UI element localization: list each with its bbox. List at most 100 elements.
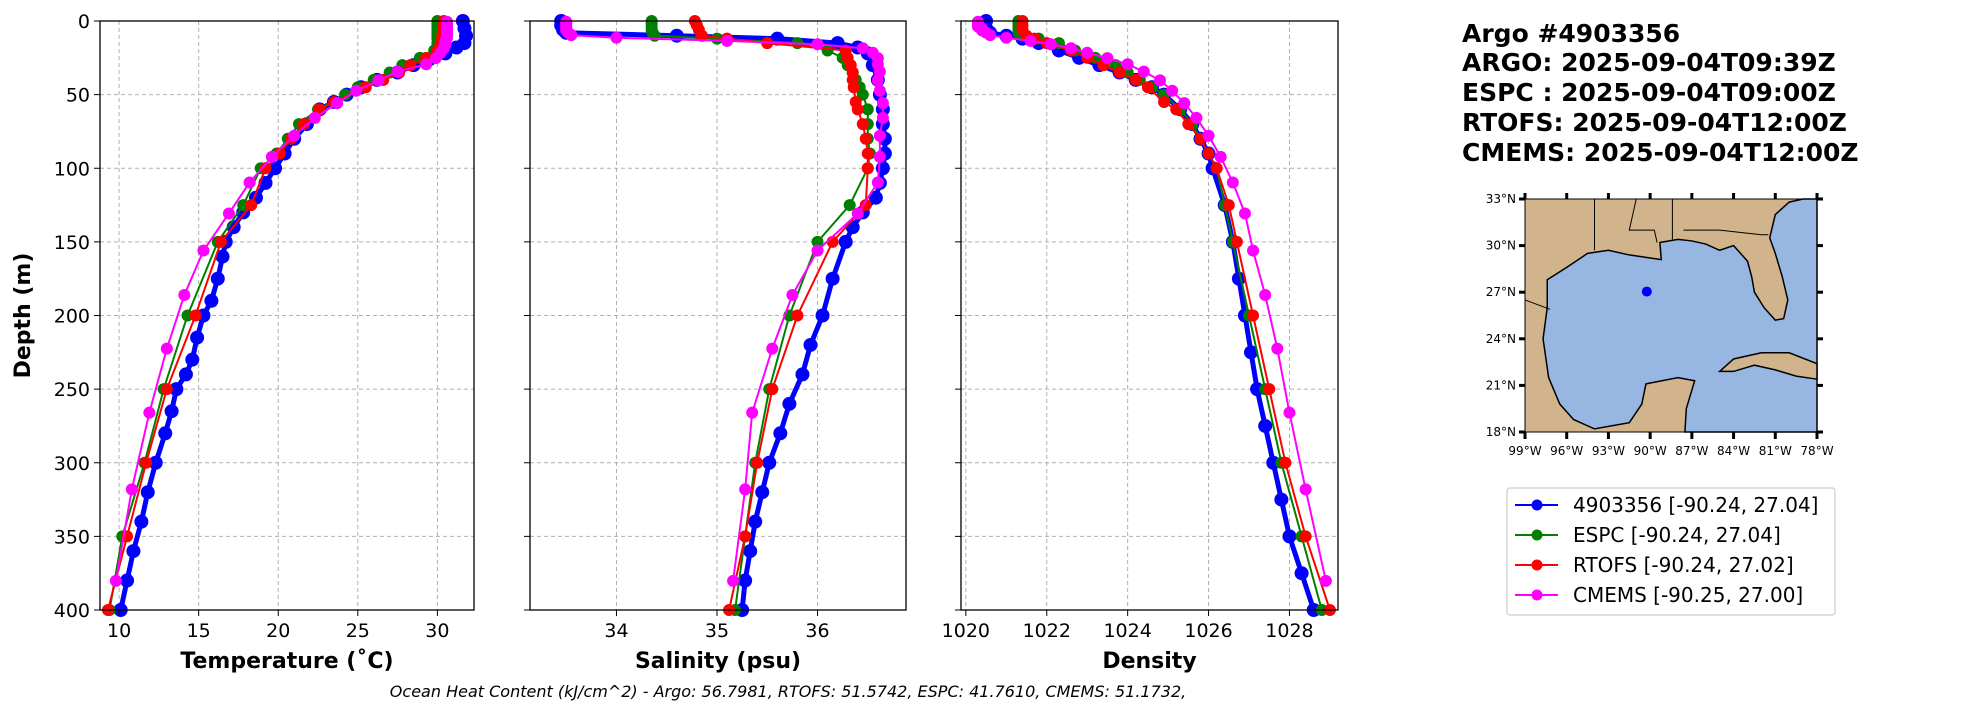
- y-tick-label: 150: [54, 232, 90, 254]
- x-tick-label: 34: [604, 620, 628, 642]
- data-point-rtofs: [856, 118, 869, 131]
- data-point-rtofs: [1279, 456, 1292, 469]
- data-point-rtofs: [1263, 383, 1276, 396]
- data-point-4903356: [178, 367, 193, 382]
- data-point-cmems: [739, 483, 752, 496]
- x-tick-label: 25: [346, 620, 370, 642]
- data-point-rtofs: [791, 309, 804, 322]
- data-point-cmems: [143, 406, 156, 419]
- series-line-cmems: [976, 21, 1327, 582]
- title-rtofs-time: RTOFS: 2025-09-04T12:00Z: [1462, 108, 1847, 137]
- data-point-4903356: [204, 293, 219, 308]
- x-tick-label: 1020: [942, 620, 990, 642]
- data-point-cmems: [1283, 406, 1296, 419]
- data-point-4903356: [185, 352, 200, 367]
- data-point-4903356: [748, 514, 763, 529]
- data-point-4903356: [773, 426, 788, 441]
- data-point-rtofs: [259, 162, 272, 175]
- data-point-cmems: [610, 31, 623, 44]
- data-point-cmems: [727, 574, 740, 587]
- legend-label: RTOFS [-90.24, 27.02]: [1573, 553, 1794, 577]
- data-point-cmems: [160, 342, 173, 355]
- map-lat-label: 30°N: [1486, 239, 1516, 253]
- data-point-4903356: [743, 544, 758, 559]
- data-point-rtofs: [859, 132, 872, 145]
- data-point-cmems: [350, 84, 363, 97]
- data-point-cmems: [1166, 84, 1179, 97]
- state-border: [1524, 299, 1551, 310]
- data-point-4903356: [738, 573, 753, 588]
- data-point-cmems: [766, 342, 779, 355]
- data-point-cmems: [1044, 38, 1057, 51]
- data-point-4903356: [164, 404, 179, 419]
- data-point-cmems: [721, 34, 734, 47]
- data-point-cmems: [1190, 111, 1203, 124]
- data-point-cmems: [871, 74, 884, 87]
- data-point-cmems: [876, 111, 889, 124]
- data-point-rtofs: [861, 147, 874, 160]
- data-point-cmems: [391, 65, 404, 78]
- depth-axis-label: Depth (m): [11, 253, 36, 379]
- data-point-rtofs: [1129, 73, 1142, 86]
- map-lon-label: 96°W: [1550, 444, 1583, 458]
- data-point-cmems: [873, 150, 886, 163]
- data-point-rtofs: [847, 81, 860, 94]
- data-point-4903356: [1282, 529, 1297, 544]
- data-point-rtofs: [1230, 235, 1243, 248]
- data-point-cmems: [1238, 207, 1251, 220]
- data-point-cmems: [265, 150, 278, 163]
- data-point-4903356: [795, 367, 810, 382]
- data-point-4903356: [755, 485, 770, 500]
- data-point-cmems: [811, 38, 824, 51]
- data-point-cmems: [1319, 574, 1332, 587]
- data-point-cmems: [786, 289, 799, 302]
- data-point-rtofs: [1158, 95, 1171, 108]
- data-point-cmems: [1214, 150, 1227, 163]
- data-point-4903356: [140, 485, 155, 500]
- data-point-cmems: [1202, 129, 1215, 142]
- x-tick-label: 1022: [1023, 620, 1071, 642]
- temperature-axis-label: Temperature (˚C): [180, 649, 393, 674]
- data-point-cmems: [1259, 289, 1272, 302]
- legend-label: 4903356 [-90.24, 27.04]: [1573, 493, 1818, 517]
- y-tick-label: 0: [78, 11, 90, 33]
- data-point-4903356: [126, 544, 141, 559]
- data-point-4903356: [868, 190, 883, 205]
- data-point-espc: [861, 103, 874, 116]
- legend: 4903356 [-90.24, 27.04] ESPC [-90.24, 27.…: [1506, 487, 1836, 616]
- data-point-cmems: [222, 207, 235, 220]
- map-lon-label: 78°W: [1800, 444, 1833, 458]
- data-point-cmems: [1000, 31, 1013, 44]
- data-point-rtofs: [1113, 66, 1126, 79]
- x-tick-label: 36: [805, 620, 829, 642]
- data-point-cmems: [871, 176, 884, 189]
- map-lat-label: 18°N: [1486, 425, 1516, 439]
- data-point-cmems: [811, 244, 824, 257]
- title-argo-time: ARGO: 2025-09-04T09:39Z: [1462, 48, 1836, 77]
- legend-marker: [1531, 559, 1543, 571]
- gulf-of-mexico-water: [1542, 198, 1818, 433]
- data-point-espc: [843, 199, 856, 212]
- data-point-rtofs: [189, 309, 202, 322]
- title-espc-time: ESPC : 2025-09-04T09:00Z: [1462, 78, 1836, 107]
- map-lon-label: 87°W: [1675, 444, 1708, 458]
- data-point-cmems: [1137, 65, 1150, 78]
- title-block: Argo #4903356 ARGO: 2025-09-04T09:39Z ES…: [1462, 19, 1859, 167]
- data-point-rtofs: [245, 199, 258, 212]
- data-point-rtofs: [695, 29, 708, 42]
- data-point-4903356: [803, 337, 818, 352]
- data-point-cmems: [243, 176, 256, 189]
- data-point-rtofs: [1170, 103, 1183, 116]
- x-tick-label: 10: [107, 620, 131, 642]
- map-lon-label: 90°W: [1634, 444, 1667, 458]
- data-point-cmems: [876, 97, 889, 110]
- state-border: [1628, 198, 1658, 243]
- x-tick-label: 20: [266, 620, 290, 642]
- data-point-cmems: [308, 111, 321, 124]
- data-point-cmems: [1271, 342, 1284, 355]
- data-point-4903356: [1258, 418, 1273, 433]
- legend-marker: [1531, 499, 1543, 511]
- legend-label: ESPC [-90.24, 27.04]: [1573, 523, 1781, 547]
